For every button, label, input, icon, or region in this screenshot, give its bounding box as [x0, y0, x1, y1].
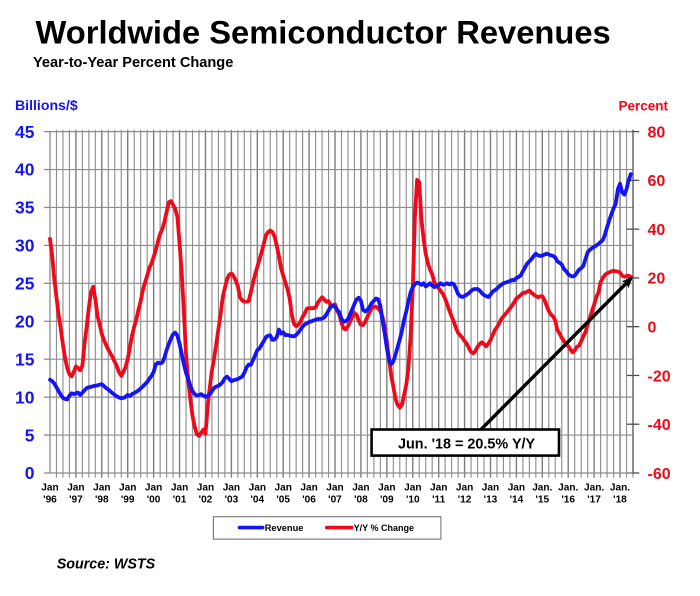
- svg-text:Year-to-Year Percent Change: Year-to-Year Percent Change: [33, 55, 233, 71]
- svg-text:80: 80: [648, 124, 666, 141]
- svg-text:60: 60: [648, 173, 666, 190]
- svg-text:Jan: Jan: [326, 483, 343, 494]
- svg-text:'09: '09: [380, 495, 394, 506]
- svg-text:Jan.: Jan.: [532, 483, 552, 494]
- svg-text:5: 5: [25, 425, 35, 445]
- svg-text:'15: '15: [535, 495, 549, 506]
- svg-text:-40: -40: [648, 417, 671, 434]
- svg-text:0: 0: [648, 320, 657, 337]
- svg-text:Jan.: Jan.: [610, 483, 630, 494]
- svg-text:Jan: Jan: [430, 483, 447, 494]
- svg-text:Jan: Jan: [145, 483, 162, 494]
- svg-text:Jan: Jan: [171, 483, 188, 494]
- svg-text:Jan: Jan: [404, 483, 421, 494]
- svg-text:40: 40: [648, 222, 666, 239]
- svg-text:Jan: Jan: [93, 483, 110, 494]
- svg-text:Jan: Jan: [197, 483, 214, 494]
- svg-text:0: 0: [25, 463, 35, 483]
- svg-text:'12: '12: [458, 495, 472, 506]
- svg-text:'00: '00: [147, 495, 161, 506]
- svg-text:'97: '97: [69, 495, 83, 506]
- svg-text:Source: WSTS: Source: WSTS: [57, 557, 156, 573]
- svg-text:15: 15: [15, 349, 35, 369]
- svg-text:'96: '96: [43, 495, 57, 506]
- svg-text:'16: '16: [561, 495, 575, 506]
- svg-text:Percent: Percent: [618, 99, 668, 114]
- svg-text:'10: '10: [406, 495, 420, 506]
- svg-text:Y/Y % Change: Y/Y % Change: [354, 523, 414, 533]
- svg-text:35: 35: [15, 198, 35, 218]
- svg-text:Jan: Jan: [378, 483, 395, 494]
- svg-text:'07: '07: [328, 495, 342, 506]
- svg-text:Revenue: Revenue: [265, 523, 304, 533]
- svg-text:45: 45: [15, 122, 35, 142]
- svg-text:'11: '11: [432, 495, 445, 506]
- svg-text:'17: '17: [587, 495, 601, 506]
- svg-text:Billions/$: Billions/$: [15, 97, 78, 113]
- svg-text:'05: '05: [276, 495, 290, 506]
- svg-text:Jan: Jan: [456, 483, 473, 494]
- svg-text:Jan: Jan: [41, 483, 58, 494]
- svg-text:'99: '99: [121, 495, 135, 506]
- svg-text:Jan: Jan: [274, 483, 291, 494]
- svg-text:'98: '98: [95, 495, 109, 506]
- svg-text:20: 20: [648, 271, 666, 288]
- svg-text:'14: '14: [510, 495, 524, 506]
- svg-text:40: 40: [15, 160, 35, 180]
- svg-text:Jan: Jan: [249, 483, 266, 494]
- svg-text:'13: '13: [484, 495, 498, 506]
- svg-text:Jan.: Jan.: [584, 483, 604, 494]
- svg-text:10: 10: [15, 387, 35, 407]
- svg-text:Jan: Jan: [508, 483, 525, 494]
- svg-text:'18: '18: [613, 495, 627, 506]
- svg-text:Jan: Jan: [300, 483, 317, 494]
- svg-text:Jan.: Jan.: [558, 483, 578, 494]
- svg-text:'03: '03: [225, 495, 239, 506]
- svg-text:'02: '02: [199, 495, 213, 506]
- svg-text:30: 30: [15, 236, 35, 256]
- svg-text:'04: '04: [250, 495, 264, 506]
- svg-text:20: 20: [15, 312, 35, 332]
- svg-text:25: 25: [15, 274, 35, 294]
- svg-text:'08: '08: [354, 495, 368, 506]
- svg-text:-20: -20: [648, 368, 671, 385]
- svg-text:Jan: Jan: [352, 483, 369, 494]
- svg-text:Jan: Jan: [482, 483, 499, 494]
- svg-text:Jan: Jan: [67, 483, 84, 494]
- svg-text:Jan: Jan: [223, 483, 240, 494]
- svg-text:'01: '01: [173, 495, 187, 506]
- svg-text:'06: '06: [302, 495, 316, 506]
- svg-text:-60: -60: [648, 466, 671, 483]
- svg-text:Jun. '18 = 20.5% Y/Y: Jun. '18 = 20.5% Y/Y: [398, 436, 536, 452]
- svg-text:Worldwide Semiconductor Revenu: Worldwide Semiconductor Revenues: [36, 14, 611, 51]
- svg-text:Jan: Jan: [119, 483, 136, 494]
